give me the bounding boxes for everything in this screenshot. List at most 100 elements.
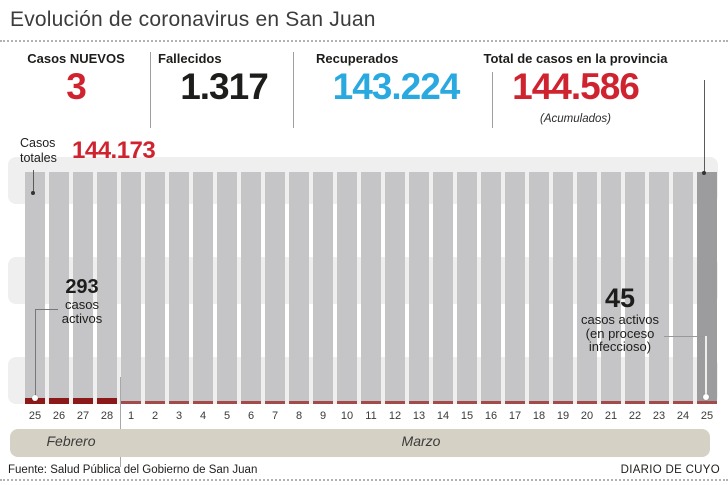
x-tick-label: 11 (365, 410, 377, 422)
totals-callout-dot (31, 191, 35, 195)
active-last-line3: infeccioso) (588, 339, 652, 354)
active-first-callout-dot (32, 395, 38, 401)
bar-total-mar-21 (601, 172, 621, 404)
bar-active-segment (145, 401, 165, 404)
x-tick-label: 18 (532, 410, 546, 422)
total-to-bar-dot (702, 171, 706, 175)
bar-active-segment (217, 401, 237, 404)
bar-total-mar-15 (457, 172, 477, 404)
x-tick-label: 1 (127, 410, 135, 422)
active-last-line2: (en proceso (585, 325, 655, 341)
x-tick-label: 5 (223, 410, 231, 422)
stat-recovered-label: Recuperados (316, 51, 399, 66)
bar-total-mar-17 (505, 172, 525, 404)
bar-total-mar-25 (697, 172, 717, 404)
stat-divider (293, 52, 294, 128)
bar-total-mar-12 (385, 172, 405, 404)
bar-total-mar-8 (289, 172, 309, 404)
bar-active-segment (625, 401, 645, 404)
bar-active-segment (121, 401, 141, 404)
bar-total-mar-24 (673, 172, 693, 404)
x-tick-label: 13 (412, 410, 426, 422)
source-credit: Fuente: Salud Pública del Gobierno de Sa… (8, 464, 258, 476)
bar-active-segment (553, 401, 573, 404)
active-first-annotation: 293 casos activos (48, 276, 116, 325)
x-tick-label: 7 (271, 410, 279, 422)
month-axis-band (10, 429, 710, 457)
x-tick-label: 23 (652, 410, 666, 422)
stat-deaths-label: Fallecidos (158, 51, 222, 66)
bar-active-segment (697, 401, 717, 404)
bar-active-segment (73, 398, 93, 404)
page-title: Evolución de coronavirus en San Juan (10, 8, 376, 31)
x-tick-label: 21 (604, 410, 618, 422)
active-first-line1: casos (65, 297, 99, 312)
bar-total-mar-18 (529, 172, 549, 404)
bar-active-segment (169, 401, 189, 404)
bar-total-mar-2 (145, 172, 165, 404)
x-tick-label: 2 (151, 410, 159, 422)
bar-active-segment (361, 401, 381, 404)
x-tick-label: 14 (436, 410, 450, 422)
x-tick-label: 6 (247, 410, 255, 422)
bar-active-segment (97, 398, 117, 404)
bar-active-segment (337, 401, 357, 404)
active-last-callout-h (664, 336, 706, 337)
bar-total-feb-27 (73, 172, 93, 404)
bar-active-segment (313, 401, 333, 404)
bar-active-segment (49, 398, 69, 404)
bar-active-segment (601, 401, 621, 404)
month-label-marzo: Marzo (401, 433, 441, 449)
x-tick-label: 26 (52, 410, 66, 422)
bar-active-segment (505, 401, 525, 404)
stat-new-cases-label: Casos NUEVOS (27, 51, 125, 66)
active-last-line1: casos activos (580, 312, 660, 327)
bar-total-mar-7 (265, 172, 285, 404)
bar-total-mar-5 (217, 172, 237, 404)
bar-active-segment (529, 401, 549, 404)
bar-total-mar-4 (193, 172, 213, 404)
x-tick-label: 28 (100, 410, 114, 422)
bar-active-segment (241, 401, 261, 404)
x-tick-label: 24 (676, 410, 690, 422)
header-dotted-divider (0, 40, 728, 42)
bar-total-mar-13 (409, 172, 429, 404)
stat-divider (492, 72, 493, 128)
month-separator-line (120, 377, 121, 467)
stat-total-label: Total de casos en la provincia (483, 51, 668, 66)
bar-total-feb-26 (49, 172, 69, 404)
active-first-callout-h (35, 309, 58, 310)
bar-active-segment (649, 401, 669, 404)
totals-annotation-label: Casos totales (20, 136, 57, 165)
bar-active-segment (409, 401, 429, 404)
x-tick-label: 22 (628, 410, 642, 422)
bar-total-mar-3 (169, 172, 189, 404)
x-tick-label: 16 (484, 410, 498, 422)
stat-new-cases-value: 3 (66, 66, 87, 107)
active-last-callout-dot (703, 394, 709, 400)
bar-total-feb-28 (97, 172, 117, 404)
bar-active-segment (433, 401, 453, 404)
x-tick-label: 25 (700, 410, 714, 422)
bar-total-mar-20 (577, 172, 597, 404)
bar-total-mar-10 (337, 172, 357, 404)
bar-active-segment (25, 398, 45, 404)
x-tick-label: 27 (76, 410, 90, 422)
bar-active-segment (481, 401, 501, 404)
active-first-callout-v (35, 309, 36, 398)
totals-annotation-value: 144.173 (72, 137, 156, 164)
stat-deaths-value: 1.317 (180, 66, 269, 107)
bar-total-mar-23 (649, 172, 669, 404)
bar-total-mar-9 (313, 172, 333, 404)
active-last-annotation: 45 casos activos (en proceso infeccioso) (562, 284, 678, 354)
bar-active-segment (265, 401, 285, 404)
x-tick-label: 17 (508, 410, 522, 422)
bar-total-mar-19 (553, 172, 573, 404)
x-tick-label: 4 (199, 410, 207, 422)
bar-active-segment (289, 401, 309, 404)
x-tick-label: 25 (28, 410, 42, 422)
bar-total-mar-16 (481, 172, 501, 404)
total-to-bar-line (704, 80, 705, 173)
totals-callout-line (33, 170, 34, 192)
